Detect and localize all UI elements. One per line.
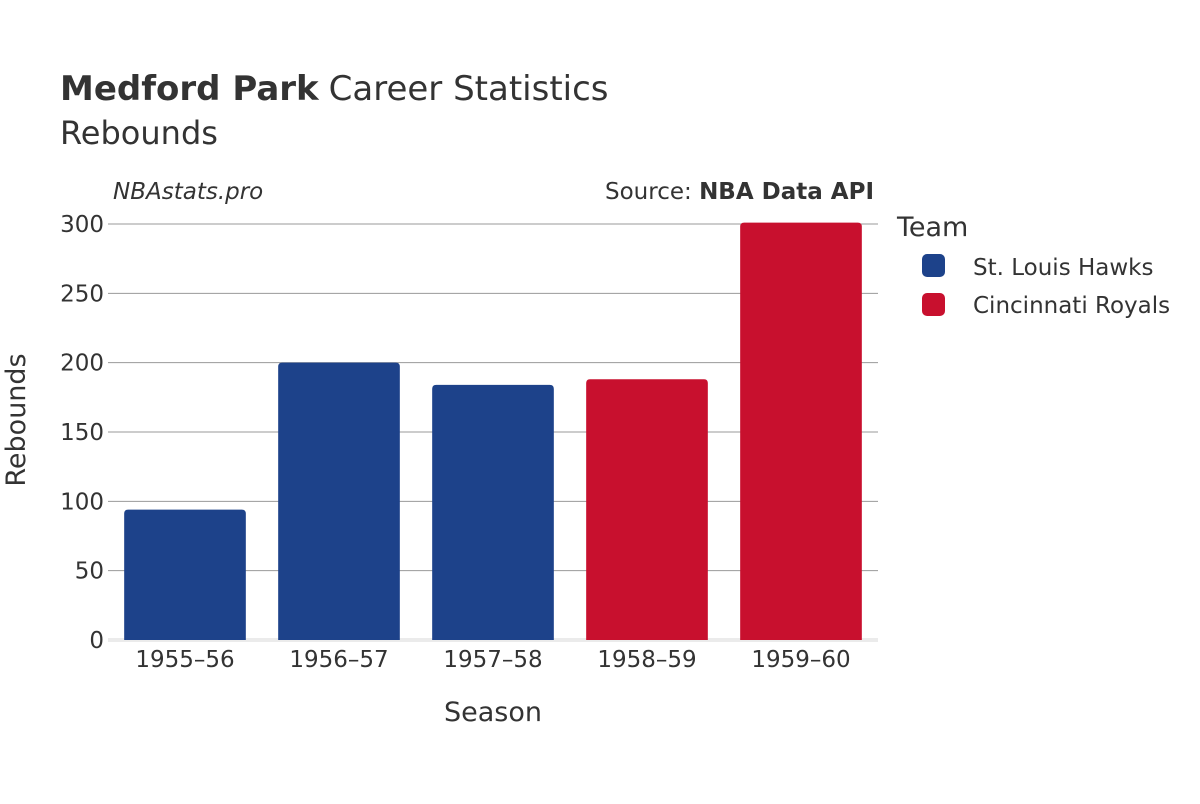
y-tick-label: 200	[60, 351, 104, 377]
bar-1955–56[interactable]	[124, 509, 246, 640]
x-tick-labels: 1955–56 1956–57 1957–58 1958–59 1959–60	[135, 647, 850, 673]
source-prefix: Source:	[605, 179, 699, 205]
y-tick-label: 0	[89, 628, 104, 654]
y-tick-labels: 0 50 100 150 200 250 300	[60, 212, 104, 654]
legend-swatch-cincinnati-royals	[922, 293, 945, 316]
x-axis-title: Season	[444, 697, 542, 728]
y-tick-label: 150	[60, 420, 104, 446]
chart-title: Medford Park Career Statistics	[60, 69, 609, 109]
x-tick-label: 1958–59	[597, 647, 696, 673]
source-credit: Source: NBA Data API	[605, 179, 874, 205]
x-tick-label: 1959–60	[751, 647, 850, 673]
legend-item[interactable]: St. Louis Hawks	[922, 254, 1154, 281]
legend-title: Team	[896, 212, 968, 243]
y-tick-label: 300	[60, 212, 104, 238]
legend-label-cincinnati-royals: Cincinnati Royals	[973, 293, 1170, 319]
chart-subtitle: Rebounds	[60, 114, 218, 152]
player-name: Medford Park	[60, 69, 320, 109]
bar-1957–58[interactable]	[432, 384, 554, 640]
x-tick-label: 1955–56	[135, 647, 234, 673]
legend-swatch-st-louis-hawks	[922, 254, 945, 277]
y-tick-label: 100	[60, 489, 104, 515]
bar-1959–60[interactable]	[740, 222, 862, 640]
x-tick-label: 1956–57	[289, 647, 388, 673]
bars	[124, 222, 862, 640]
bar-1956–57[interactable]	[278, 362, 400, 640]
x-tick-label: 1957–58	[443, 647, 542, 673]
title-suffix: Career Statistics	[329, 69, 609, 109]
legend-label-st-louis-hawks: St. Louis Hawks	[973, 255, 1154, 281]
source-name: NBA Data API	[699, 179, 874, 205]
watermark: NBAstats.pro	[113, 179, 263, 205]
bar-1958–59[interactable]	[586, 379, 708, 640]
y-axis-title: Rebounds	[1, 353, 32, 486]
y-tick-label: 250	[60, 281, 104, 307]
y-tick-label: 50	[75, 559, 104, 585]
legend-item[interactable]: Cincinnati Royals	[922, 293, 1170, 319]
